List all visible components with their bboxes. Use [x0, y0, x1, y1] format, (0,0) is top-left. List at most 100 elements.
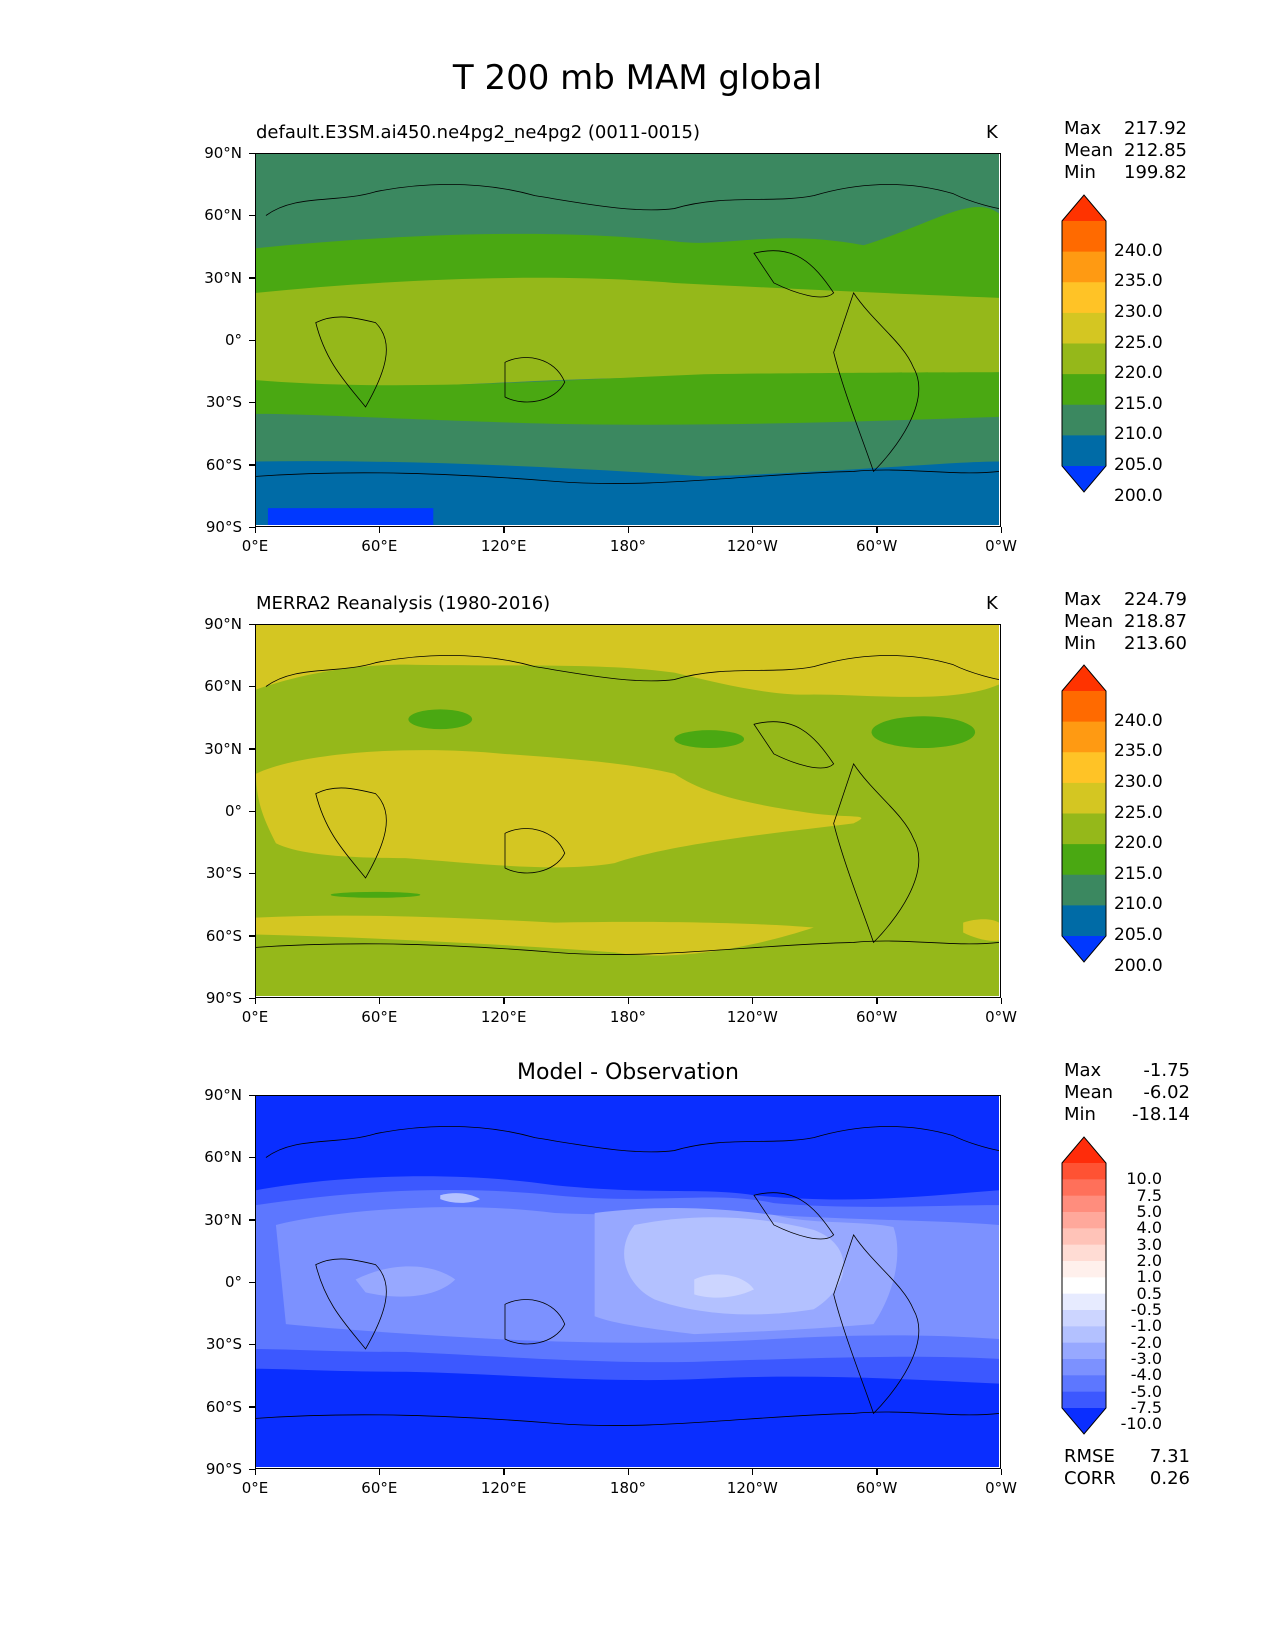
x-tick-mark — [751, 527, 754, 533]
panel-2-colorbar — [1061, 664, 1107, 963]
x-tick-label: 120°W — [726, 537, 778, 555]
x-tick-mark — [254, 998, 256, 1004]
panel-1-mean-label: Mean — [1064, 140, 1114, 161]
y-tick-mark — [249, 748, 255, 750]
colorbar-extend-bottom — [1062, 1408, 1106, 1434]
band — [256, 625, 999, 697]
colorbar-segment — [1062, 1342, 1106, 1360]
colorbar-tick-label: -7.5 — [1130, 1398, 1162, 1417]
panel-2-map — [255, 624, 1001, 998]
colorbar-tick-label: 2.0 — [1136, 1251, 1162, 1270]
colorbar-tick-label: 240.0 — [1114, 240, 1163, 261]
colorbar-tick-label: 7.5 — [1136, 1185, 1162, 1205]
panel-3-max-value: -1.75 — [1143, 1060, 1190, 1081]
colorbar-segment — [1062, 1326, 1106, 1344]
colorbar-tick-label: 225.0 — [1114, 332, 1163, 353]
panel-3-max-label: Max — [1064, 1060, 1102, 1081]
panel-2-units: K — [986, 593, 998, 614]
panel-1-colorbar — [1061, 194, 1107, 493]
x-tick-label: 180° — [609, 1479, 647, 1497]
x-tick-mark — [254, 1469, 256, 1475]
panel-2-max-label: Max — [1064, 589, 1102, 610]
band — [694, 1274, 754, 1298]
colorbar-segment — [1062, 1228, 1106, 1246]
colorbar-segment — [1062, 1261, 1106, 1278]
y-tick-mark — [249, 997, 255, 999]
y-tick-mark — [249, 935, 255, 937]
colorbar-tick-label: 215.0 — [1114, 393, 1163, 414]
colorbar-tick-label: 3.0 — [1136, 1234, 1162, 1254]
colorbar-segment — [1062, 1375, 1106, 1393]
y-tick-label: 30°S — [205, 393, 242, 412]
band — [256, 372, 999, 425]
colorbar-segment — [1062, 1391, 1106, 1409]
colorbar-segment — [1062, 844, 1106, 876]
colorbar-tick-label: 205.0 — [1114, 455, 1163, 475]
colorbar-tick-label: 210.0 — [1114, 894, 1163, 915]
colorbar-outline — [1061, 194, 1107, 493]
y-tick-mark — [249, 685, 255, 688]
colorbar-tick-label: 4.0 — [1136, 1218, 1162, 1238]
x-tick-mark — [378, 1469, 381, 1475]
y-tick-label: 60°S — [205, 1397, 242, 1416]
x-tick-mark — [378, 998, 381, 1004]
y-tick-mark — [249, 214, 255, 217]
colorbar-extend-top — [1062, 665, 1106, 691]
colorbar-tick-label: 220.0 — [1114, 833, 1163, 854]
corr-label: CORR — [1064, 1468, 1116, 1489]
y-tick-mark — [249, 401, 255, 404]
panel-3-colorbar — [1061, 1136, 1107, 1435]
x-tick-mark — [751, 1469, 754, 1475]
y-tick-mark — [249, 1468, 255, 1470]
y-tick-label: 60°S — [205, 926, 242, 945]
panel-3-min-label: Min — [1064, 1104, 1096, 1125]
panel-1-units: K — [986, 122, 998, 143]
colorbar-tick-label: 225.0 — [1114, 802, 1163, 823]
x-tick-mark — [503, 527, 505, 533]
x-tick-mark — [1000, 1469, 1002, 1475]
y-tick-mark — [249, 339, 255, 341]
y-tick-label: 30°S — [205, 864, 242, 883]
y-tick-mark — [249, 1406, 255, 1408]
colorbar-tick-label: -1.0 — [1130, 1316, 1162, 1336]
panel-2-colorbar-labels: 240.0 235.0 230.0 225.0 220.0 215.0 210.0 205.0… — [1112, 665, 1202, 976]
colorbar-segment — [1062, 1163, 1106, 1180]
y-tick-label: 30°N — [204, 1210, 242, 1229]
colorbar-tick-label: 210.0 — [1114, 424, 1163, 445]
colorbar-tick-label: 235.0 — [1114, 741, 1163, 762]
panel-2-title: MERRA2 Reanalysis (1980-2016) — [256, 593, 551, 614]
x-tick-label: 60°E — [361, 537, 398, 555]
panel-2-mean-value: 218.87 — [1124, 611, 1187, 632]
x-tick-label: 0°W — [985, 1008, 1017, 1026]
colorbar-tick-label: 205.0 — [1114, 925, 1163, 945]
colorbar-tick-label: 10.0 — [1126, 1169, 1162, 1189]
y-tick-mark — [249, 872, 255, 875]
y-tick-mark — [249, 277, 255, 279]
band — [256, 915, 814, 956]
colorbar-tick-label: 230.0 — [1114, 301, 1163, 322]
x-tick-label: 120°E — [480, 1008, 527, 1026]
colorbar-tick-label: -3.0 — [1130, 1349, 1162, 1368]
y-tick-mark — [249, 810, 255, 812]
colorbar-tick-label: -10.0 — [1120, 1414, 1162, 1434]
colorbar-segment — [1062, 1244, 1106, 1262]
panel-3-title: Model - Observation — [517, 1060, 739, 1085]
band — [871, 716, 976, 749]
colorbar-segment — [1062, 752, 1106, 784]
band — [674, 730, 745, 749]
band — [330, 891, 421, 898]
x-tick-label: 120°E — [480, 1479, 527, 1497]
x-tick-label: 0°E — [241, 1479, 269, 1497]
y-tick-label: 0° — [224, 802, 242, 820]
panel-3-min-value: -18.14 — [1131, 1104, 1190, 1125]
corr-value: 0.26 — [1149, 1468, 1190, 1489]
colorbar-segment — [1062, 343, 1106, 375]
colorbar-segment — [1062, 813, 1106, 845]
y-tick-label: 90°N — [204, 144, 242, 162]
band — [267, 508, 434, 525]
x-tick-mark — [751, 998, 754, 1004]
y-tick-label: 60°N — [204, 206, 242, 225]
panel-2-min-value: 213.60 — [1124, 633, 1187, 654]
colorbar-segment — [1062, 1310, 1106, 1327]
colorbar-tick-label: -5.0 — [1130, 1381, 1162, 1401]
